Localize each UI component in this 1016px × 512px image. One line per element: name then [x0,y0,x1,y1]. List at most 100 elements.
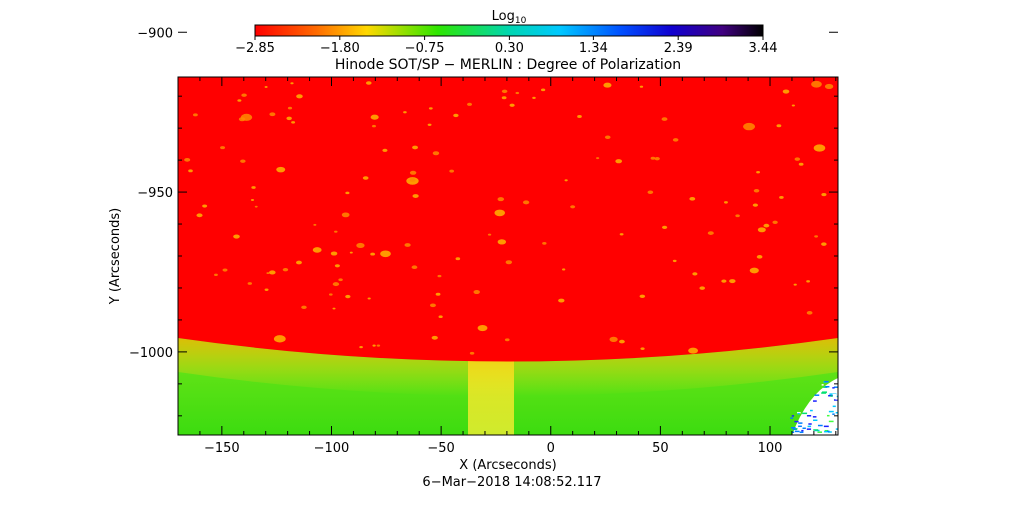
x-tick-label: −50 [427,441,454,456]
polarization-spot [794,157,801,161]
polarization-spot [371,124,376,128]
polarization-spot [469,351,475,355]
polarization-spot [240,113,253,121]
polarization-spot [650,156,656,160]
polarization-spot [494,209,506,217]
x-axis-label: X (Arcseconds) [459,458,556,473]
polarization-spot [334,264,340,268]
noise-speck [813,400,817,402]
polarization-spot [735,214,740,218]
noise-speck [814,394,820,396]
polarization-spot [295,260,302,265]
colorbar-label-sub: 10 [515,16,527,26]
polarization-spot [380,250,391,258]
polarization-spot [542,242,547,245]
polarization-spot [365,81,372,85]
polarization-spot [237,99,242,102]
x-tick-label: 50 [652,441,669,456]
y-axis-label: Y (Arcseconds) [108,208,123,305]
noise-speck [799,431,804,434]
polarization-spot [372,344,376,347]
polarization-spot [729,279,736,284]
noise-speck [825,385,830,388]
noise-speck [797,412,800,415]
polarization-spot [188,169,193,173]
noise-speck [835,398,838,400]
polarization-spot [254,205,258,208]
noise-corner-region [790,378,838,435]
polarization-spot [821,192,827,197]
polarization-spot [345,191,350,195]
noise-speck [823,425,829,428]
polarization-spot [640,347,645,350]
noise-speck [817,424,823,427]
colorbar-tick-label: 3.44 [749,41,778,56]
noise-speck [826,416,831,418]
polarization-spot [562,268,566,271]
polarization-spot [264,86,268,88]
polarization-spot [501,96,507,100]
noise-speck [827,430,830,433]
colorbar-tick-label: −2.85 [235,41,275,56]
polarization-spot [367,297,371,300]
noise-speck [794,420,799,423]
polarization-spot [250,198,255,201]
polarization-spot [821,242,827,246]
polarization-spot [370,252,376,256]
polarization-spot [515,91,520,95]
colorbar: Log10 −2.85 −1.80 −0.75 0.30 1.34 2.39 3.44 [235,9,777,56]
noise-speck [830,395,833,397]
polarization-spot [779,195,784,199]
polarization-spot [661,225,668,229]
noise-speck [823,422,828,424]
polarization-spot [487,233,492,236]
plot-area [178,77,838,435]
limb-glow-band [178,338,838,396]
polarization-spot [806,311,813,315]
polarization-spot [222,268,228,272]
polarization-spot [411,265,418,270]
polarization-spot [266,272,270,275]
polarization-spot [811,80,822,88]
noise-speck [832,405,836,408]
noise-speck [827,431,832,433]
polarization-spot [412,194,419,198]
polarization-spot [296,94,303,99]
colorbar-label-main: Log [492,9,515,24]
polarization-spot [647,190,654,195]
polarization-spot [220,146,226,150]
noise-speck [808,423,812,425]
x-axis: −150 −100 −50 0 50 100 [199,77,837,456]
y-tick-label: −950 [137,186,173,201]
colorbar-label: Log10 [492,9,527,26]
polarization-spot [724,201,728,204]
polarization-spot [286,116,292,121]
polarization-spot [757,227,766,233]
polarization-spot [619,339,625,344]
polarization-spot [707,231,714,235]
polarization-spot [341,212,350,218]
noise-speck [821,384,824,386]
polarization-spot [455,257,461,261]
noise-speck [832,413,835,415]
noise-speck [835,428,838,430]
polarization-spot [814,235,819,238]
polarization-spot [501,89,508,94]
polarization-spot [813,144,826,152]
polarization-spot [532,96,536,99]
noise-speck [813,429,819,431]
polarization-spot [756,171,760,174]
polarization-spot [427,123,432,126]
polarization-spot [264,288,269,291]
polarization-spot [806,280,810,283]
polarization-spot [429,303,436,308]
noise-speck [821,392,827,394]
polarization-spot [403,111,407,114]
polarization-spot [639,85,644,88]
polarization-spot [782,89,790,94]
noise-speck [797,411,801,414]
colorbar-tick-label: −0.75 [405,41,445,56]
polarization-spot [692,272,698,276]
colorbar-tick-label: 2.39 [664,41,693,56]
polarization-spot [196,213,203,218]
